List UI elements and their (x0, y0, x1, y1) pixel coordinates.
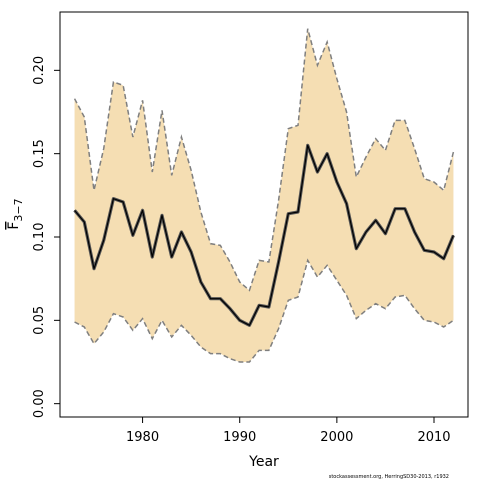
series-lines (73, 143, 455, 327)
x-tick-label: 2010 (417, 430, 450, 445)
y-tick-label: 0.10 (32, 223, 47, 252)
x-tick-label: 1980 (126, 430, 159, 445)
y-tick-label: 0.20 (32, 56, 47, 85)
plot-frame (59, 11, 469, 418)
y-axis-title: F3−7 (6, 198, 25, 229)
confidence-band-fill (74, 28, 454, 362)
y-axis-title-main: F (6, 222, 22, 230)
credit-text: stockassessment.org, HerringSD30-2013, r… (329, 474, 449, 480)
y-tick-label: 0.15 (32, 139, 47, 168)
x-axis: 1980 1990 2000 2010 (126, 417, 451, 445)
confidence-band (73, 28, 455, 363)
estimate-line (74, 144, 454, 326)
upper-bound-line (73, 28, 455, 292)
svg-text:F3−7: F3−7 (6, 198, 25, 229)
y-axis-title-subscript: 3−7 (12, 198, 25, 221)
y-tick-label: 0.00 (32, 389, 47, 418)
x-tick-label: 1990 (223, 430, 256, 445)
x-tick-label: 2000 (320, 430, 353, 445)
lower-bound-line (74, 258, 454, 363)
y-tick-label: 0.05 (32, 306, 47, 335)
x-axis-title: Year (248, 454, 279, 470)
y-axis: 0.00 0.05 0.10 0.15 0.20 (32, 56, 60, 418)
